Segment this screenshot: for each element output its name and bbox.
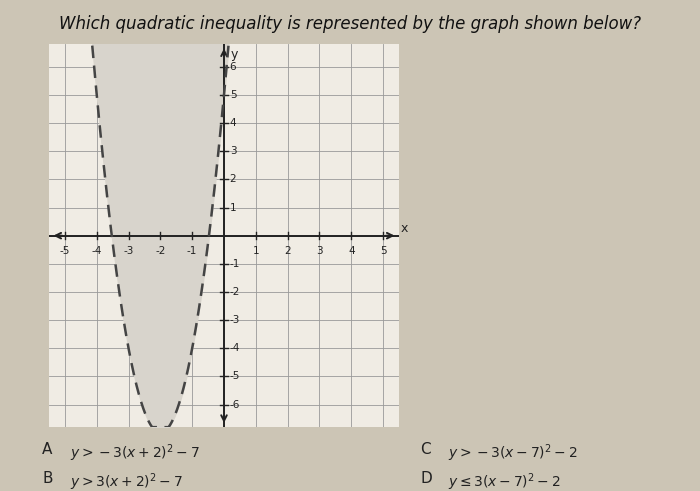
Text: 1: 1 (230, 202, 237, 213)
Text: 4: 4 (348, 246, 355, 255)
Text: C: C (420, 442, 430, 457)
Text: -2: -2 (155, 246, 166, 255)
Text: 4: 4 (230, 118, 237, 128)
Text: 5: 5 (380, 246, 386, 255)
Text: 1: 1 (253, 246, 259, 255)
Text: -4: -4 (230, 343, 240, 354)
Text: 5: 5 (230, 90, 237, 100)
Text: -4: -4 (92, 246, 102, 255)
Text: 2: 2 (230, 174, 237, 184)
Text: -1: -1 (230, 259, 240, 269)
Text: x: x (400, 222, 408, 235)
Text: $y > -3(x+2)^2 - 7$: $y > -3(x+2)^2 - 7$ (70, 442, 199, 464)
Text: 3: 3 (230, 146, 237, 156)
Text: $y > -3(x-7)^2 - 2$: $y > -3(x-7)^2 - 2$ (448, 442, 578, 464)
Text: 3: 3 (316, 246, 323, 255)
Text: -6: -6 (230, 400, 240, 409)
Text: -3: -3 (230, 315, 240, 325)
Text: -5: -5 (230, 372, 240, 382)
Text: -1: -1 (187, 246, 197, 255)
Text: -5: -5 (60, 246, 70, 255)
Text: 6: 6 (230, 62, 237, 72)
Text: B: B (42, 471, 52, 487)
Text: $y > 3(x+2)^2 - 7$: $y > 3(x+2)^2 - 7$ (70, 471, 183, 491)
Text: A: A (42, 442, 52, 457)
Text: Which quadratic inequality is represented by the graph shown below?: Which quadratic inequality is represente… (59, 15, 641, 33)
Text: -2: -2 (230, 287, 240, 297)
Text: 2: 2 (284, 246, 291, 255)
Text: $y \leq 3(x-7)^2 - 2$: $y \leq 3(x-7)^2 - 2$ (448, 471, 561, 491)
Text: D: D (420, 471, 432, 487)
Text: y: y (230, 49, 238, 61)
Text: -3: -3 (123, 246, 134, 255)
